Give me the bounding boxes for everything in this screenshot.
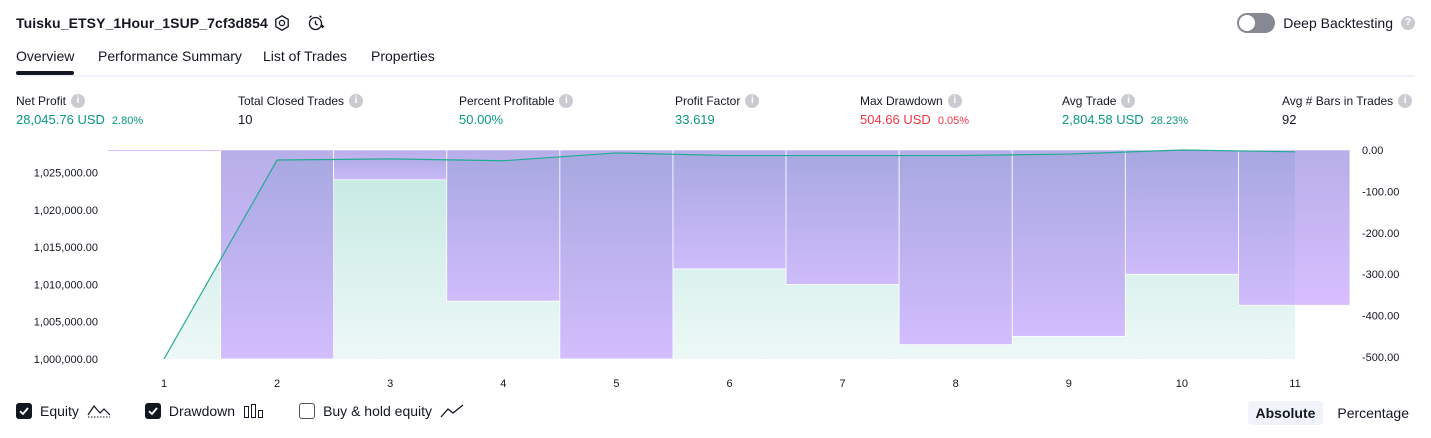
stat-label: Avg Trade: [1062, 94, 1117, 108]
info-icon[interactable]: i: [349, 94, 364, 108]
x-tick-label: 11: [1289, 378, 1300, 390]
x-tick-label: 7: [840, 378, 846, 390]
legend-drawdown[interactable]: Drawdown: [144, 403, 265, 419]
tab-list-of-trades[interactable]: List of Trades: [263, 48, 348, 64]
info-icon[interactable]: i: [559, 94, 574, 108]
x-tick-label: 4: [500, 378, 506, 390]
tab-properties[interactable]: Properties: [371, 48, 435, 64]
stat-value: 50.00%: [459, 112, 504, 127]
stat-percent: 2.80%: [111, 115, 144, 127]
y-right-tick-label: 0.00: [1362, 145, 1383, 157]
x-tick-label: 8: [953, 378, 959, 390]
x-tick-label: 9: [1066, 378, 1072, 390]
stat-label: Avg # Bars in Trades: [1282, 94, 1394, 108]
drawdown-bar: [220, 149, 335, 360]
drawdown-bar: [898, 149, 1013, 346]
drawdown-bar: [672, 149, 787, 270]
buy-hold-checkbox[interactable]: [299, 403, 316, 419]
legend-buy-hold[interactable]: Buy & hold equity: [299, 403, 464, 419]
stat-label: Profit Factor: [675, 94, 741, 108]
y-right-tick-label: -400.00: [1362, 311, 1399, 323]
stat-percent-profitable: Percent Profitable i 50.00%: [459, 93, 574, 127]
y-left-tick-label: 1,005,000.00: [34, 317, 98, 329]
settings-icon[interactable]: [272, 13, 292, 33]
y-right-tick-label: -300.00: [1362, 269, 1399, 281]
stat-label: Max Drawdown: [860, 94, 943, 108]
legend-label: Buy & hold equity: [323, 403, 433, 419]
y-left-tick-label: 1,025,000.00: [34, 168, 98, 180]
x-tick-label: 1: [161, 378, 167, 390]
info-icon[interactable]: i: [745, 94, 760, 108]
drawdown-bar: [785, 149, 900, 285]
drawdown-bars-icon: [244, 404, 264, 418]
y-left-tick-label: 1,010,000.00: [34, 279, 98, 291]
legend-label: Drawdown: [168, 403, 236, 419]
stat-value: 33.619: [675, 112, 715, 127]
equity-drawdown-chart[interactable]: 1,000,000.00 1,005,000.00 1,010,000.00 1,01…: [0, 0, 1431, 395]
stat-value: 2,804.58 USD: [1062, 112, 1144, 127]
stat-label: Percent Profitable: [459, 94, 555, 108]
strategy-title: Tuisku_ETSY_1Hour_1SUP_7cf3d854: [16, 15, 268, 31]
stat-percent: 28.23%: [1150, 115, 1188, 127]
info-icon[interactable]: i: [1398, 94, 1413, 108]
drawdown-bar: [333, 149, 448, 181]
equity-line-icon: [87, 405, 111, 418]
deep-backtesting-control: Deep Backtesting ?: [1237, 13, 1415, 33]
info-icon[interactable]: i: [71, 94, 86, 108]
chart-legend: Equity Drawdown Buy & hold equity: [16, 403, 498, 419]
tab-performance-summary[interactable]: Performance Summary: [98, 48, 242, 64]
tab-bar: Overview Performance Summary List of Tra…: [16, 48, 1415, 77]
drawdown-bar: [1124, 149, 1239, 275]
buyhold-line-icon: [440, 404, 464, 418]
legend-label: Equity: [40, 403, 79, 419]
stat-value: 92: [1282, 112, 1297, 127]
y-right-tick-label: -500.00: [1362, 352, 1399, 364]
stat-label: Net Profit: [16, 94, 67, 108]
tab-overview[interactable]: Overview: [16, 48, 75, 75]
y-right-tick-label: -100.00: [1362, 186, 1399, 198]
drawdown-bar: [1238, 149, 1351, 306]
y-left-tick-label: 1,015,000.00: [34, 242, 98, 254]
toggle-knob: [1239, 15, 1256, 31]
stat-value: 28,045.76 USD: [16, 112, 105, 127]
stat-avg-bars-in-trades: Avg # Bars in Trades i 92: [1282, 93, 1413, 127]
percentage-button[interactable]: Percentage: [1337, 405, 1409, 421]
stat-max-drawdown: Max Drawdown i 504.66 USD 0.05%: [860, 93, 969, 127]
equity-checkbox[interactable]: [16, 403, 32, 419]
x-tick-label: 2: [274, 378, 280, 390]
stat-profit-factor: Profit Factor i 33.619: [675, 93, 760, 127]
help-icon[interactable]: ?: [1401, 16, 1415, 30]
deep-backtesting-toggle[interactable]: [1237, 13, 1276, 33]
info-icon[interactable]: i: [1121, 94, 1136, 108]
stat-percent: 0.05%: [937, 115, 970, 127]
x-tick-label: 6: [726, 378, 732, 390]
stat-net-profit: Net Profit i 28,045.76 USD 2.80%: [16, 93, 143, 127]
drawdown-bar: [559, 149, 674, 360]
absolute-button[interactable]: Absolute: [1247, 401, 1324, 425]
legend-equity[interactable]: Equity: [16, 403, 111, 419]
y-left-tick-label: 1,020,000.00: [34, 205, 98, 217]
y-right-tick-label: -200.00: [1362, 228, 1399, 240]
stat-value: 10: [238, 112, 253, 127]
x-tick-label: 10: [1176, 378, 1188, 390]
drawdown-bar: [446, 149, 561, 302]
drawdown-checkbox[interactable]: [144, 403, 161, 419]
stat-total-closed-trades: Total Closed Trades i 10: [238, 93, 364, 127]
deep-backtesting-label: Deep Backtesting: [1283, 15, 1393, 31]
x-tick-label: 5: [613, 378, 619, 390]
info-icon[interactable]: i: [947, 94, 962, 108]
add-alert-icon[interactable]: [306, 13, 326, 33]
y-left-tick-label: 1,000,000.00: [34, 354, 98, 366]
scale-mode-switch: Absolute Percentage: [1247, 401, 1418, 425]
drawdown-bar: [1011, 149, 1126, 337]
x-tick-label: 3: [387, 378, 393, 390]
stat-value: 504.66 USD: [860, 112, 931, 127]
stat-avg-trade: Avg Trade i 2,804.58 USD 28.23%: [1062, 93, 1188, 127]
stat-label: Total Closed Trades: [238, 94, 345, 108]
